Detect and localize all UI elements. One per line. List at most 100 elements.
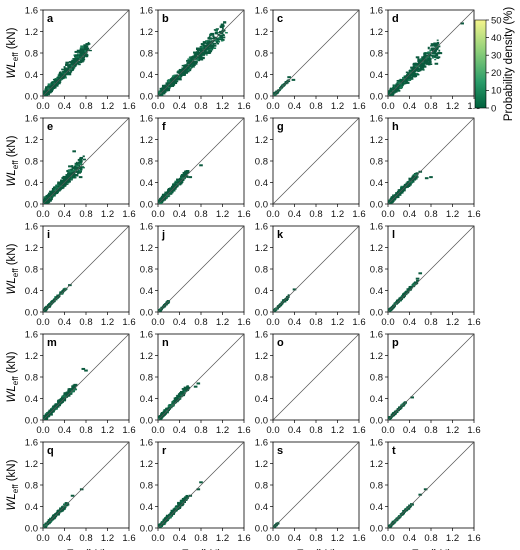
- density-cell: [172, 81, 176, 83]
- x-tick-label: 1.6: [237, 533, 250, 544]
- density-cell: [56, 76, 60, 79]
- y-tick-label: 1.2: [25, 243, 38, 254]
- density-cell: [200, 50, 204, 52]
- panel-n: 0.00.00.40.40.80.81.21.21.61.6n: [140, 329, 251, 436]
- density-cell: [414, 177, 416, 180]
- y-tick-label: 0.8: [255, 372, 268, 383]
- density-cell: [66, 177, 70, 180]
- panel-letter: h: [392, 121, 399, 133]
- x-tick-label: 0.8: [309, 209, 322, 220]
- density-cell: [431, 50, 436, 52]
- y-tick-label: 1.2: [370, 243, 383, 254]
- density-cell: [83, 44, 87, 47]
- density-cell: [430, 54, 433, 57]
- panel-letter: d: [392, 13, 399, 25]
- density-cell: [425, 54, 430, 57]
- density-cell: [80, 166, 84, 168]
- density-cell: [182, 391, 186, 393]
- density-cell: [64, 68, 68, 71]
- density-cell: [73, 170, 75, 173]
- x-tick-label: 0.0: [381, 209, 394, 220]
- density-cell: [399, 192, 402, 194]
- y-tick-label: 1.6: [25, 113, 38, 124]
- density-cell: [423, 61, 427, 64]
- density-cell: [213, 44, 217, 47]
- density-cell: [181, 174, 185, 177]
- panel-letter: s: [277, 445, 283, 457]
- density-cell: [401, 191, 404, 194]
- density-cell: [46, 89, 49, 91]
- density-cell: [273, 526, 276, 528]
- density-cell: [174, 80, 179, 83]
- density-cell: [182, 73, 186, 76]
- density-cell: [67, 171, 71, 173]
- density-cell: [56, 184, 59, 187]
- x-tick-label: 1.2: [216, 425, 229, 436]
- density-cell: [43, 198, 47, 201]
- density-cell: [158, 310, 161, 312]
- density-cell: [417, 73, 420, 76]
- density-cell: [213, 37, 215, 40]
- x-tick-label: 0.4: [403, 209, 416, 220]
- density-cell: [392, 196, 396, 198]
- panel-letter: b: [162, 13, 169, 25]
- density-cell: [397, 191, 401, 193]
- density-cell: [56, 401, 60, 403]
- density-cell: [215, 32, 218, 35]
- density-cell: [187, 61, 191, 64]
- density-cell: [186, 67, 190, 70]
- density-cell: [187, 70, 190, 73]
- density-cell: [52, 407, 56, 410]
- x-tick-label: 0.0: [381, 101, 394, 112]
- density-cell: [423, 54, 426, 58]
- density-cell: [220, 40, 224, 42]
- x-tick-label: 0.4: [288, 533, 301, 544]
- density-cell: [170, 185, 174, 189]
- density-cell: [73, 388, 78, 391]
- density-cell: [389, 307, 392, 310]
- x-tick-label: 0.0: [151, 533, 164, 544]
- density-cell: [66, 176, 70, 179]
- density-cell: [76, 62, 80, 65]
- density-cell: [177, 70, 180, 72]
- y-tick-label: 0.4: [140, 70, 153, 81]
- density-cell: [417, 63, 421, 65]
- density-cell: [199, 46, 203, 48]
- density-cell: [84, 45, 89, 48]
- density-cell: [282, 300, 286, 303]
- x-tick-label: 0.4: [173, 101, 186, 112]
- density-cell: [393, 195, 398, 198]
- density-cell: [388, 90, 392, 93]
- density-cell: [408, 181, 413, 184]
- density-cell: [187, 68, 190, 71]
- density-cell: [59, 403, 62, 405]
- density-cell: [158, 92, 162, 94]
- x-tick-label: 1.6: [467, 101, 480, 112]
- density-cell: [206, 51, 211, 55]
- x-tick-label: 1.2: [101, 317, 114, 328]
- x-tick-label: 1.6: [122, 533, 135, 544]
- density-cell: [161, 193, 166, 197]
- density-cell: [408, 182, 412, 186]
- density-cell: [79, 56, 82, 59]
- density-cell: [62, 395, 66, 398]
- density-cell: [75, 170, 78, 173]
- density-cell: [54, 407, 58, 410]
- x-tick-label: 1.6: [467, 425, 480, 436]
- density-cell: [175, 395, 180, 397]
- density-cell: [199, 56, 202, 59]
- density-cell: [66, 175, 69, 178]
- density-cell: [176, 78, 179, 81]
- density-cell: [411, 78, 414, 80]
- density-cell: [198, 54, 202, 56]
- one-to-one-line: [42, 225, 130, 313]
- x-tick-label: 1.6: [237, 425, 250, 436]
- density-cell: [176, 397, 180, 399]
- density-cell: [395, 299, 400, 303]
- density-cell: [64, 70, 67, 73]
- y-tick-label: 0.4: [370, 70, 383, 81]
- density-cell: [59, 181, 62, 184]
- density-cell: [406, 78, 411, 81]
- density-cell: [83, 47, 88, 50]
